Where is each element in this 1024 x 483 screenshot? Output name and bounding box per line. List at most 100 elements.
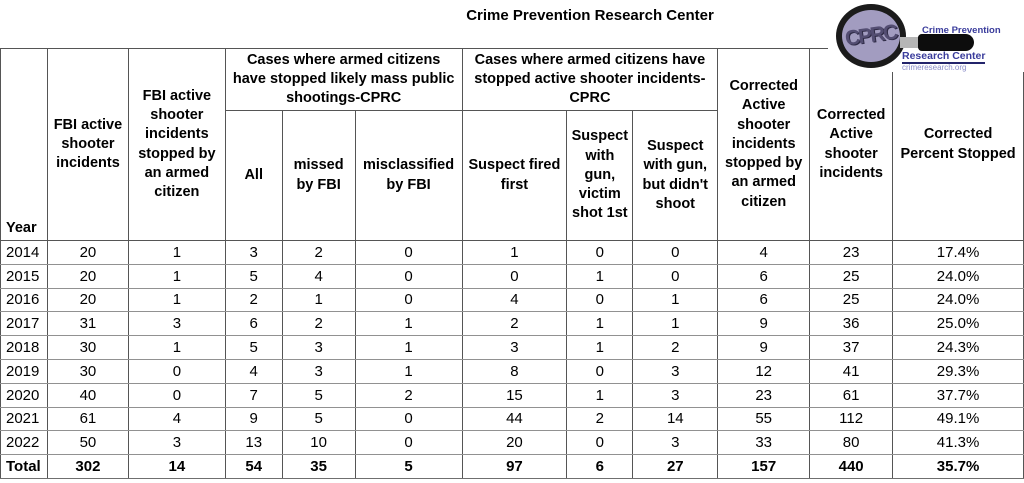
value-cell: 6 [566,454,634,479]
value-cell: 20 [46,287,129,313]
value-cell: 5 [354,454,463,479]
year-row: 2016 20 1 2 1 0 4 0 1 6 25 24.0% [0,287,1024,313]
subheader-misclassified-by-fbi: misclassified by FBI [354,110,463,241]
value-cell: 0 [566,430,634,456]
value-cell: 1 [127,287,226,313]
value-cell: 35 [281,454,356,479]
value-cell: 0 [127,382,226,408]
total-row: Total 302 14 54 35 5 97 6 27 157 440 35.7% [0,454,1024,479]
value-cell: 0 [566,358,634,384]
value-cell: 0 [566,287,634,313]
value-cell: 4 [281,263,356,289]
value-cell: 3 [461,335,568,360]
value-cell: 5 [224,335,283,360]
value-cell: 44 [461,406,568,432]
value-cell: 0 [632,240,719,265]
corrected-percent-header: Corrected Percent Stopped [892,48,1024,241]
value-cell: 1 [632,287,719,313]
table-header: Year FBI active shooter incidents FBI ac… [0,48,1024,241]
value-cell: 13 [224,430,283,456]
value-cell: 41.3% [892,430,1024,456]
value-cell: 10 [281,430,356,456]
value-cell: 6 [717,263,811,289]
value-cell: 3 [127,430,226,456]
value-cell: 6 [224,311,283,337]
year-cell: 2022 [0,430,48,456]
value-cell: 15 [461,382,568,408]
group-mass-shootings-header: Cases where armed citizens have stopped … [224,48,463,111]
value-cell: 3 [632,382,719,408]
corrected-incidents-header: Corrected Active shooter incidents [809,48,894,241]
value-cell: 6 [717,287,811,313]
value-cell: 23 [717,382,811,408]
value-cell: 25.0% [892,311,1024,337]
value-cell: 20 [461,430,568,456]
value-cell: 3 [632,430,719,456]
value-cell: 1 [461,240,568,265]
table-body: 2014 20 1 3 2 0 1 0 0 4 23 17.4% 2015 20 1 5 4 0 0 1 0 6 25 24.… [0,240,1024,479]
value-cell: 49.1% [892,406,1024,432]
year-cell: 2020 [0,382,48,408]
value-cell: 33 [717,430,811,456]
year-cell: 2015 [0,263,48,289]
value-cell: 0 [354,263,463,289]
year-cell: Total [0,454,48,479]
year-row: 2019 30 0 4 3 1 8 0 3 12 41 29.3% [0,358,1024,384]
value-cell: 0 [632,263,719,289]
value-cell: 2 [632,335,719,360]
value-cell: 2 [566,406,634,432]
subheader-all: All [224,110,283,241]
value-cell: 14 [632,406,719,432]
year-row: 2022 50 3 13 10 0 20 0 3 33 80 41.3% [0,430,1024,456]
value-cell: 8 [461,358,568,384]
year-column-header: Year [0,48,48,241]
value-cell: 17.4% [892,240,1024,265]
value-cell: 0 [354,240,463,265]
value-cell: 2 [461,311,568,337]
value-cell: 30 [46,335,129,360]
group-active-shooter-header: Cases where armed citizens have stopped … [461,48,719,111]
value-cell: 55 [717,406,811,432]
fbi-stopped-header: FBI active shooter incidents stopped by … [127,48,226,241]
value-cell: 4 [224,358,283,384]
value-cell: 0 [127,358,226,384]
magnifier-lens-icon: CPRC [836,4,906,68]
value-cell: 9 [224,406,283,432]
page-title: Crime Prevention Research Center [466,7,714,24]
magnifier-ferrule-icon [900,37,926,48]
value-cell: 1 [566,311,634,337]
value-cell: 0 [354,430,463,456]
value-cell: 36 [809,311,894,337]
value-cell: 20 [46,263,129,289]
cprc-logo: CPRC Crime Prevention Research Center cr… [828,0,1024,72]
header-sub-row: All missed by FBI misclassified by FBI S… [1,110,1024,241]
value-cell: 37 [809,335,894,360]
value-cell: 12 [717,358,811,384]
value-cell: 24.0% [892,287,1024,313]
value-cell: 37.7% [892,382,1024,408]
value-cell: 1 [127,335,226,360]
value-cell: 440 [809,454,894,479]
fbi-incidents-header: FBI active shooter incidents [46,48,129,241]
value-cell: 61 [46,406,129,432]
value-cell: 1 [354,358,463,384]
year-cell: 2014 [0,240,48,265]
value-cell: 29.3% [892,358,1024,384]
value-cell: 9 [717,311,811,337]
value-cell: 4 [717,240,811,265]
header-group-row: Year FBI active shooter incidents FBI ac… [0,48,1024,241]
value-cell: 2 [281,240,356,265]
value-cell: 157 [717,454,811,479]
value-cell: 23 [809,240,894,265]
corrected-stopped-header: Corrected Active shooter incidents stopp… [717,48,811,241]
value-cell: 0 [461,263,568,289]
value-cell: 97 [461,454,568,479]
logo-name-line1: Crime Prevention [922,25,1001,36]
value-cell: 7 [224,382,283,408]
value-cell: 3 [281,335,356,360]
value-cell: 1 [127,263,226,289]
value-cell: 1 [354,335,463,360]
value-cell: 25 [809,287,894,313]
value-cell: 112 [809,406,894,432]
